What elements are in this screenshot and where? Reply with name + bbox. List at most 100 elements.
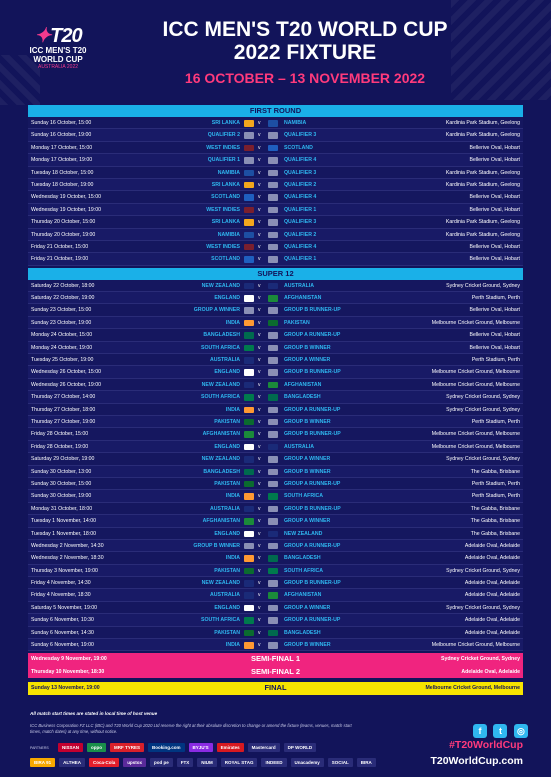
versus-label: v <box>258 219 261 226</box>
team-1: SCOTLAND <box>211 194 240 201</box>
team-1-flag-icon <box>244 231 254 239</box>
team-2: QUALIFIER 4 <box>284 194 317 201</box>
team-1: ENGLAND <box>214 443 240 450</box>
versus-label: v <box>258 542 261 549</box>
fixture-row: Sunday 23 October, 15:00 GROUP A WINNER v G… <box>28 304 523 317</box>
team-1-flag-icon <box>244 307 254 314</box>
team-1-flag-icon <box>244 120 254 127</box>
team-2: QUALIFIER 2 <box>284 181 317 188</box>
versus-label: v <box>258 120 261 126</box>
sponsor-logo: MRF TYRES <box>110 743 145 752</box>
team-2-flag-icon <box>268 604 278 612</box>
super12-fixtures: Saturday 22 October, 18:00 NEW ZEALAND v AU… <box>28 279 523 652</box>
versus-label: v <box>258 344 261 351</box>
versus-label: v <box>258 468 261 475</box>
team-1: NEW ZEALAND <box>201 580 240 587</box>
match-date: Thursday 20 October, 15:00 <box>31 219 96 226</box>
team-1: PAKISTAN <box>214 480 240 487</box>
team-2-flag-icon <box>268 555 278 562</box>
match-venue: Melbourne Cricket Ground, Melbourne <box>431 319 520 326</box>
fixture-row: Friday 21 October, 15:00 WEST INDIES v QUAL… <box>28 240 523 254</box>
team-1-flag-icon <box>244 530 254 537</box>
team-1: AUSTRALIA <box>210 592 240 599</box>
website-link[interactable]: T20WorldCup.com <box>430 755 523 767</box>
versus-label: v <box>258 629 261 636</box>
twitter-icon[interactable]: t <box>493 724 508 738</box>
team-2-flag-icon <box>268 194 278 201</box>
match-venue: Perth Stadium, Perth <box>471 418 520 425</box>
team-2: GROUP A WINNER <box>284 456 331 463</box>
match-date: Friday 4 November, 14:30 <box>31 580 91 587</box>
team-1: GROUP B WINNER <box>193 542 240 549</box>
social-links: f t ◎ <box>471 721 528 739</box>
team-1-flag-icon <box>244 394 254 401</box>
fixture-row: Friday 21 October, 19:00 SCOTLAND v QUALIFI… <box>28 253 523 266</box>
team-2-flag-icon <box>268 567 278 575</box>
versus-label: v <box>258 144 261 151</box>
match-date: Sunday 30 October, 15:00 <box>31 480 92 487</box>
team-1: BANGLADESH <box>203 468 240 475</box>
match-venue: Bellerive Oval, Hobart <box>469 243 520 250</box>
header: ✦T20 ICC MEN'S T20 WORLD CUP AUSTRALIA 2… <box>0 0 551 100</box>
match-venue: Kardinia Park Stadium, Geelong <box>445 181 520 188</box>
fixture-row: Sunday 16 October, 19:00 QUALIFIER 2 v QUAL… <box>28 129 523 142</box>
match-date: Tuesday 18 October, 19:00 <box>31 181 94 188</box>
team-1-flag-icon <box>244 493 254 500</box>
team-1: BANGLADESH <box>203 332 240 339</box>
knockout-row: SEMI-FINAL 1 Wednesday 9 November, 19:00 S… <box>28 653 523 666</box>
team-1-flag-icon <box>244 418 254 426</box>
team-1-flag-icon <box>244 443 254 451</box>
match-venue: Sydney Cricket Ground, Sydney <box>446 394 520 401</box>
sponsor-logo: pod pe <box>150 758 173 767</box>
fixture-row: Saturday 5 November, 19:00 ENGLAND v GROUP … <box>28 601 523 615</box>
page-title: ICC MEN'S T20 WORLD CUP 2022 FIXTURE <box>105 18 505 64</box>
team-1-flag-icon <box>244 480 254 488</box>
versus-label: v <box>258 181 261 188</box>
versus-label: v <box>258 295 261 302</box>
match-venue: Perth Stadium, Perth <box>471 493 520 500</box>
versus-label: v <box>258 132 261 139</box>
team-1: ENGLAND <box>214 604 240 611</box>
knockout-stage: SEMI-FINAL 2 <box>250 666 301 676</box>
team-1-flag-icon <box>244 580 254 587</box>
fixture-row: Sunday 23 October, 19:00 INDIA v PAKISTAN Me… <box>28 316 523 330</box>
match-date: Sunday 30 October, 13:00 <box>31 468 92 475</box>
fixture-row: Saturday 22 October, 19:00 ENGLAND v AFGHAN… <box>28 292 523 305</box>
match-venue: Melbourne Cricket Ground, Melbourne <box>431 369 520 376</box>
team-2: SOUTH AFRICA <box>284 493 323 500</box>
versus-label: v <box>258 256 261 263</box>
team-2-flag-icon <box>268 418 278 426</box>
fixture-row: Sunday 30 October, 15:00 PAKISTAN v GROUP A… <box>28 477 523 491</box>
match-date: Friday 21 October, 15:00 <box>31 243 89 250</box>
team-2-flag-icon <box>268 181 278 189</box>
instagram-icon[interactable]: ◎ <box>513 724 528 738</box>
team-2-flag-icon <box>268 505 278 513</box>
team-2-flag-icon <box>268 307 278 314</box>
time-note: All match start times are stated in loca… <box>30 711 158 716</box>
team-2: GROUP B RUNNER-UP <box>284 369 341 376</box>
team-2-flag-icon <box>268 542 278 550</box>
team-1-flag-icon <box>244 144 254 152</box>
team-1: INDIA <box>225 406 240 413</box>
fixture-row: Wednesday 26 October, 15:00 ENGLAND v GROUP… <box>28 366 523 379</box>
team-1: WEST INDIES <box>206 243 240 250</box>
background-decoration <box>451 0 551 100</box>
team-1-flag-icon <box>244 518 254 525</box>
team-1-flag-icon <box>244 604 254 612</box>
team-1-flag-icon <box>244 332 254 339</box>
versus-label: v <box>258 394 261 401</box>
sponsor-logo: Unacademy <box>290 758 324 767</box>
versus-label: v <box>258 505 261 512</box>
match-date: Sunday 16 October, 15:00 <box>31 120 92 126</box>
facebook-icon[interactable]: f <box>473 724 487 738</box>
match-venue: Kardinia Park Stadium, Geelong <box>445 132 520 139</box>
team-1-flag-icon <box>244 431 254 438</box>
match-venue: Melbourne Cricket Ground, Melbourne <box>431 431 520 438</box>
versus-label: v <box>258 194 261 201</box>
team-1: SCOTLAND <box>211 256 240 263</box>
team-2: GROUP B RUNNER-UP <box>284 431 341 438</box>
versus-label: v <box>258 369 261 376</box>
versus-label: v <box>258 567 261 574</box>
team-2-flag-icon <box>268 256 278 263</box>
team-1-flag-icon <box>244 555 254 562</box>
